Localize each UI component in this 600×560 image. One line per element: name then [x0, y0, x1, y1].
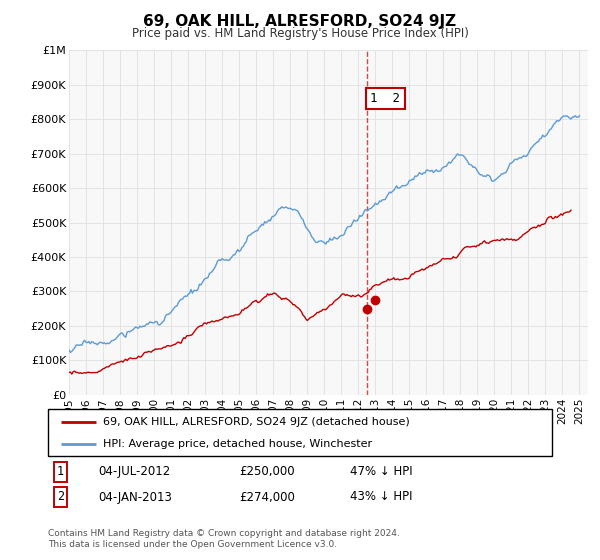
Text: Price paid vs. HM Land Registry's House Price Index (HPI): Price paid vs. HM Land Registry's House … [131, 27, 469, 40]
Text: This data is licensed under the Open Government Licence v3.0.: This data is licensed under the Open Gov… [48, 540, 337, 549]
Text: £274,000: £274,000 [239, 491, 295, 503]
Text: HPI: Average price, detached house, Winchester: HPI: Average price, detached house, Winc… [103, 438, 373, 449]
Text: 2: 2 [57, 491, 64, 503]
Text: 04-JAN-2013: 04-JAN-2013 [98, 491, 172, 503]
Text: £250,000: £250,000 [239, 465, 295, 478]
Text: 69, OAK HILL, ALRESFORD, SO24 9JZ (detached house): 69, OAK HILL, ALRESFORD, SO24 9JZ (detac… [103, 417, 410, 427]
Text: 69, OAK HILL, ALRESFORD, SO24 9JZ: 69, OAK HILL, ALRESFORD, SO24 9JZ [143, 14, 457, 29]
Text: 1  2: 1 2 [370, 92, 400, 105]
Text: 04-JUL-2012: 04-JUL-2012 [98, 465, 170, 478]
Text: 43% ↓ HPI: 43% ↓ HPI [350, 491, 413, 503]
Text: Contains HM Land Registry data © Crown copyright and database right 2024.: Contains HM Land Registry data © Crown c… [48, 529, 400, 538]
Text: 1: 1 [57, 465, 64, 478]
Text: 47% ↓ HPI: 47% ↓ HPI [350, 465, 413, 478]
